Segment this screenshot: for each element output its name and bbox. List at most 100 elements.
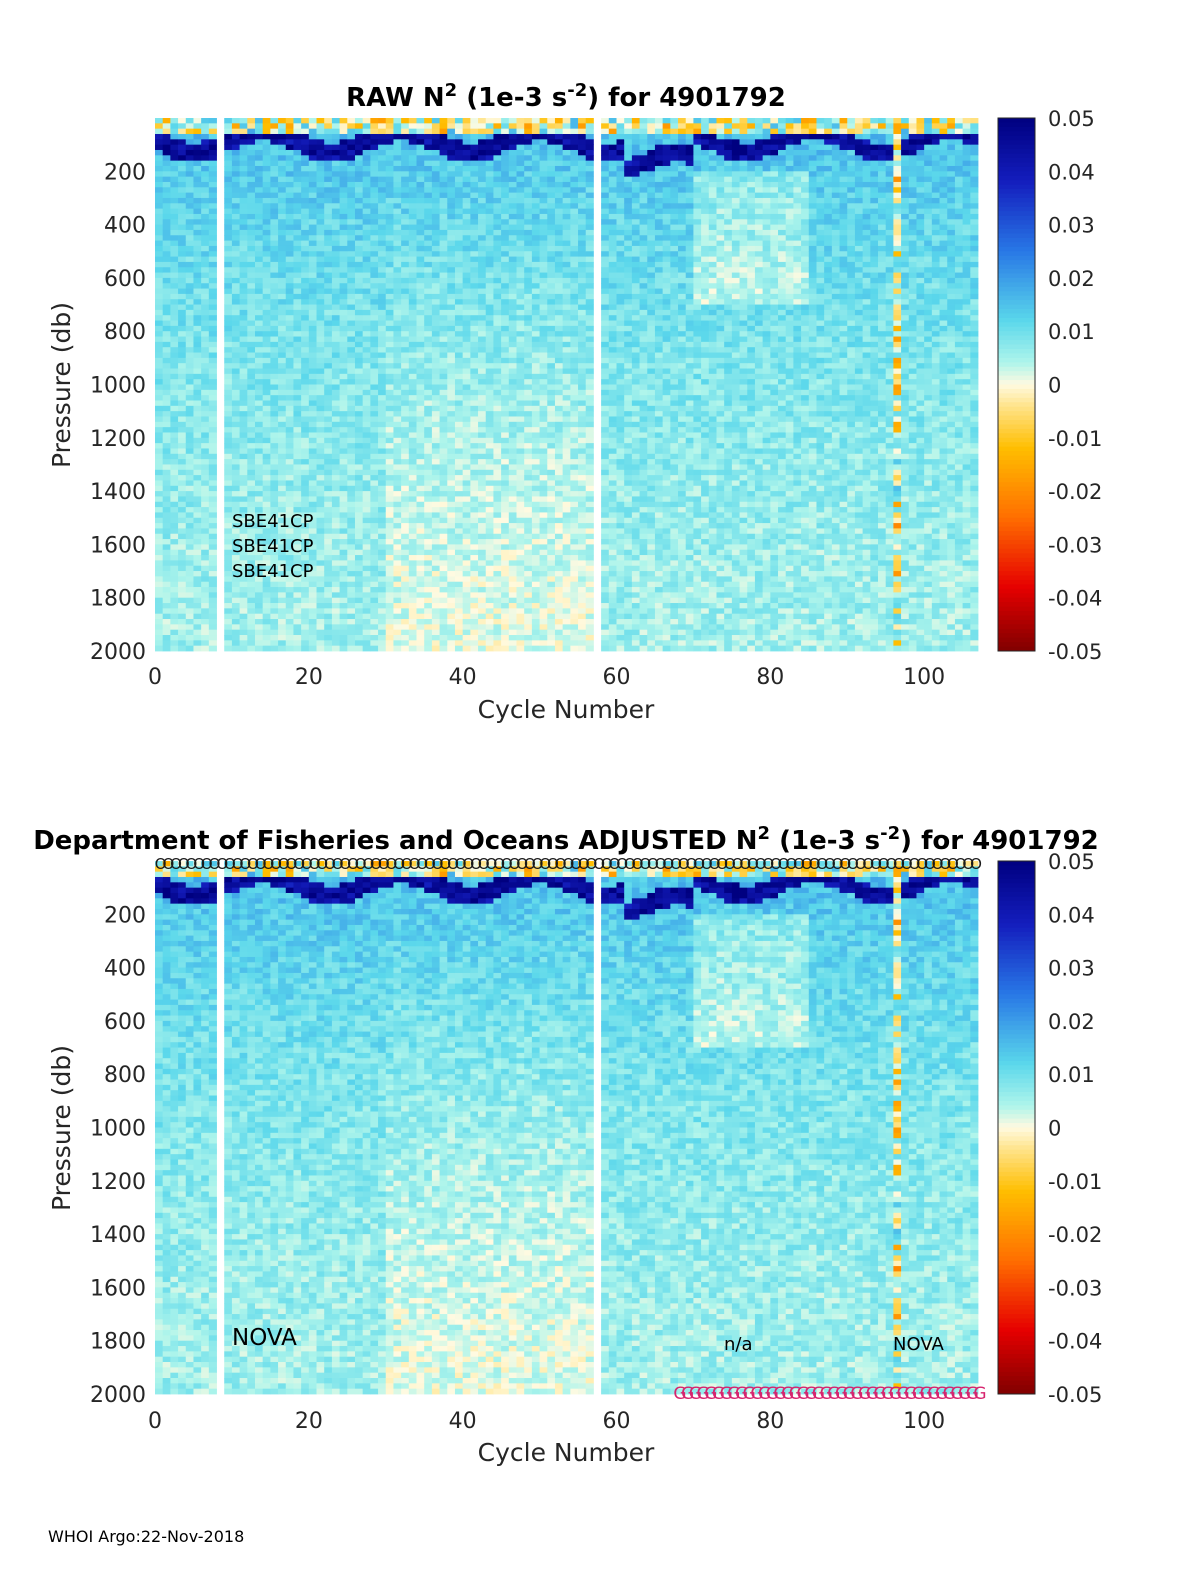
heatmap-cell — [485, 197, 494, 204]
heatmap-cell — [301, 160, 310, 167]
heatmap-cell — [478, 608, 487, 615]
heatmap-cell — [378, 373, 387, 380]
heatmap-cell — [447, 427, 456, 433]
heatmap-cell — [439, 581, 448, 588]
heatmap-cell — [316, 400, 325, 407]
heatmap-cell — [508, 245, 517, 252]
heatmap-cell — [454, 400, 464, 407]
heatmap-cell — [408, 501, 417, 508]
heatmap-cell — [339, 197, 348, 204]
heatmap-cell — [370, 523, 379, 529]
heatmap-cell — [285, 128, 294, 135]
heatmap-cell — [401, 576, 410, 583]
heatmap-cell — [401, 619, 410, 625]
heatmap-cell — [462, 533, 471, 540]
heatmap-cell — [239, 224, 248, 231]
heatmap-cell — [178, 357, 187, 364]
heatmap-cell — [285, 373, 294, 380]
heatmap-cell — [485, 293, 494, 300]
heatmap-cell — [524, 235, 533, 241]
heatmap-cell — [439, 283, 448, 289]
heatmap-cell — [170, 261, 179, 268]
heatmap-cell — [508, 432, 517, 439]
heatmap-cell — [354, 357, 364, 364]
heatmap-cell — [454, 123, 464, 130]
heatmap-cell — [516, 235, 525, 241]
heatmap-cell — [155, 331, 164, 337]
heatmap-cell — [308, 379, 317, 385]
heatmap-cell — [408, 293, 417, 300]
heatmap-cell — [478, 341, 487, 348]
heatmap-cell — [354, 571, 364, 577]
heatmap-cell — [485, 224, 494, 231]
heatmap-cell — [239, 427, 248, 433]
heatmap-cell — [324, 496, 333, 503]
heatmap-cell — [524, 603, 533, 609]
heatmap-cell — [508, 592, 517, 599]
heatmap-cell — [508, 368, 517, 375]
heatmap-cell — [470, 219, 479, 225]
heatmap-cell — [447, 197, 456, 204]
heatmap-cell — [208, 549, 217, 556]
heatmap-cell — [339, 267, 348, 273]
heatmap-cell — [416, 389, 425, 396]
heatmap-cell — [393, 635, 402, 641]
heatmap-cell — [424, 640, 433, 647]
heatmap-cell — [285, 475, 294, 481]
heatmap-cell — [439, 155, 448, 162]
heatmap-cell — [308, 544, 317, 551]
heatmap-cell — [231, 512, 241, 519]
heatmap-cell — [347, 603, 356, 609]
heatmap-cell — [501, 555, 510, 561]
heatmap-cell — [339, 261, 348, 268]
heatmap-cell — [239, 368, 248, 375]
heatmap-cell — [239, 235, 248, 241]
heatmap-cell — [431, 309, 440, 316]
heatmap-cell — [362, 485, 371, 492]
heatmap-cell — [447, 453, 456, 460]
heatmap-cell — [493, 379, 502, 385]
heatmap-cell — [162, 443, 171, 449]
heatmap-cell — [447, 469, 456, 476]
heatmap-cell — [378, 283, 387, 289]
heatmap-cell — [470, 357, 479, 364]
heatmap-cell — [424, 459, 433, 465]
heatmap-cell — [347, 507, 356, 513]
heatmap-cell — [501, 560, 510, 567]
heatmap-cell — [201, 645, 210, 652]
heatmap-cell — [385, 635, 394, 641]
heatmap-cell — [370, 453, 379, 460]
heatmap-cell — [501, 277, 510, 284]
heatmap-cell — [285, 544, 294, 551]
heatmap-cell — [293, 389, 302, 396]
heatmap-cell — [439, 309, 448, 316]
heatmap-cell — [155, 437, 164, 444]
heatmap-cell — [470, 331, 479, 337]
heatmap-cell — [170, 368, 179, 375]
heatmap-cell — [454, 587, 464, 593]
heatmap-cell — [447, 336, 456, 343]
heatmap-cell — [501, 224, 510, 231]
heatmap-cell — [285, 144, 294, 151]
heatmap-cell — [247, 432, 256, 439]
heatmap-cell — [270, 448, 279, 455]
heatmap-cell — [155, 587, 164, 593]
heatmap-cell — [485, 149, 494, 156]
heatmap-cell — [247, 523, 256, 529]
heatmap-cell — [162, 469, 171, 476]
heatmap-cell — [539, 272, 548, 279]
heatmap-cell — [378, 480, 387, 487]
heatmap-cell — [278, 277, 287, 284]
heatmap-cell — [508, 501, 517, 508]
heatmap-cell — [270, 592, 279, 599]
heatmap-cell — [447, 587, 456, 593]
heatmap-cell — [401, 363, 410, 369]
heatmap-cell — [516, 240, 525, 247]
heatmap-cell — [278, 629, 287, 636]
heatmap-cell — [524, 629, 533, 636]
heatmap-cell — [178, 645, 187, 652]
heatmap-cell — [262, 187, 271, 194]
heatmap-cell — [231, 315, 241, 321]
heatmap-cell — [378, 560, 387, 567]
heatmap-cell — [462, 480, 471, 487]
